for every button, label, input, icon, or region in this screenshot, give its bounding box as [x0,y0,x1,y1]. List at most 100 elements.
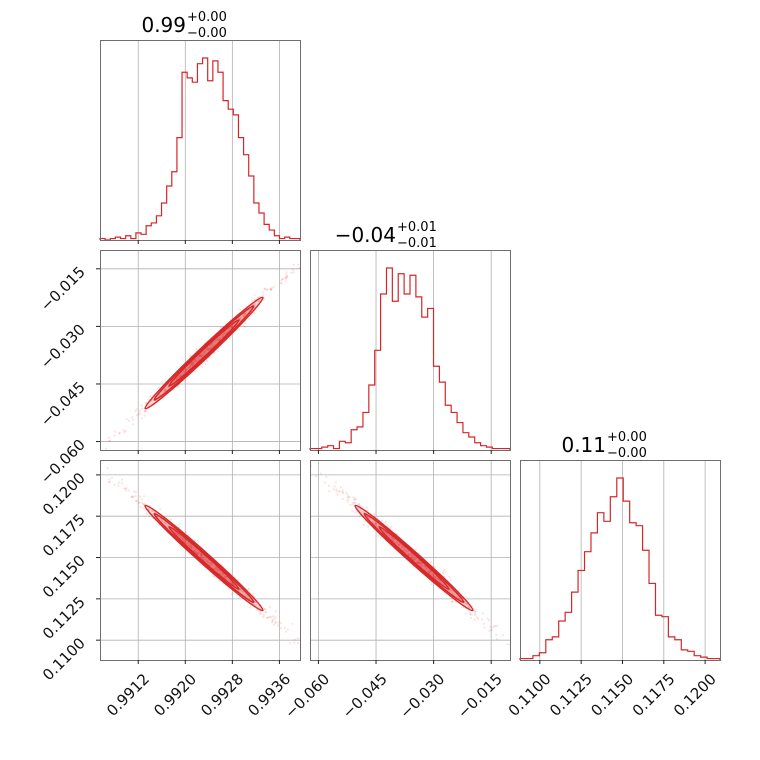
scatter-point [242,314,245,317]
scatter-point [130,495,133,499]
scatter-point [214,567,217,570]
scatter-point [373,512,376,516]
scatter-point [189,544,193,547]
scatter-point [206,560,209,563]
scatter-point [199,355,202,358]
scatter-point [176,377,179,380]
scatter-point [373,522,376,526]
scatter-point [163,387,166,391]
contour-level-2 [378,526,450,590]
scatter-point [239,588,242,591]
scatter-point [480,618,483,621]
scatter-point [415,560,418,563]
panel-frame-1-0 [100,250,301,451]
scatter-point [183,370,186,373]
scatter-point [427,570,430,573]
scatter-point [465,602,468,605]
scatter-point [207,348,210,351]
panel-frame-1-1 [310,250,511,451]
scatter-point [200,554,203,557]
scatter-point [216,349,220,353]
scatter-point [195,360,198,363]
scatter-point [236,578,240,581]
contour-level-2 [168,319,240,387]
scatter-point [361,506,364,509]
scatter-point [346,493,349,496]
x-tick-label: 0.1200 [670,670,720,720]
scatter-point [189,544,192,548]
scatter-point [160,381,163,384]
scatter-point [193,550,196,553]
scatter-point [266,288,269,291]
scatter-point [204,348,207,351]
scatter-point [135,499,138,502]
scatter-point [140,501,143,504]
scatter-point [315,475,318,478]
scatter-point [473,612,476,615]
scatter-point [474,614,477,617]
scatter-point [476,616,479,619]
scatter-point [140,498,144,501]
scatter-point [417,561,420,565]
scatter-point [264,287,267,290]
scatter-point [135,499,138,503]
scatter-point [207,348,210,351]
scatter-point [204,558,207,561]
scatter-point [147,398,150,401]
y-tick-label: 0.1125 [39,593,89,643]
scatter-point [194,548,197,551]
scatter-point [272,285,276,288]
scatter-point [181,539,184,542]
scatter-point [204,350,207,353]
panel-title-0: 0.99 +0.00−0.00 [141,10,226,41]
pair-panel-0-2 [106,467,300,645]
scatter-point [377,534,380,537]
scatter-point [185,368,188,371]
scatter-point [328,490,331,493]
scatter-point [253,303,256,306]
scatter-point [193,359,196,362]
scatter-point [252,602,255,605]
scatter-point [205,557,208,560]
contour-level-0 [144,296,264,410]
scatter-point [375,523,378,526]
scatter-point [247,588,251,591]
histogram-1 [309,267,511,450]
scatter-point [255,608,258,611]
scatter-point [223,576,226,579]
scatter-point [285,271,288,274]
scatter-point [197,355,200,359]
scatter-point [490,628,493,631]
y-tick-label: 0.1175 [39,510,89,560]
scatter-point [183,538,186,541]
scatter-point [279,621,283,624]
scatter-point [341,491,345,494]
scatter-point [419,562,422,565]
scatter-point [163,389,166,392]
scatter-point [279,627,283,630]
scatter-point [134,494,137,498]
scatter-point [353,498,356,501]
scatter-point [417,562,420,565]
scatter-point [125,487,128,490]
scatter-point [324,481,327,484]
scatter-point [266,616,269,619]
scatter-point [334,481,337,484]
scatter-point [127,489,131,492]
scatter-point [190,546,193,549]
scatter-point [271,621,274,624]
scatter-point [190,363,193,366]
scatter-point [193,359,196,362]
scatter-point [230,581,233,584]
scatter-point [418,559,421,563]
panel-frame-2-1 [310,460,511,661]
scatter-point [104,447,107,450]
scatter-point [271,619,274,622]
scatter-point [244,311,247,315]
scatter-point [412,558,416,561]
scatter-point [206,346,209,349]
scatter-point [133,490,136,493]
scatter-point [296,263,299,266]
scatter-point [277,621,280,624]
scatter-point [357,502,360,506]
